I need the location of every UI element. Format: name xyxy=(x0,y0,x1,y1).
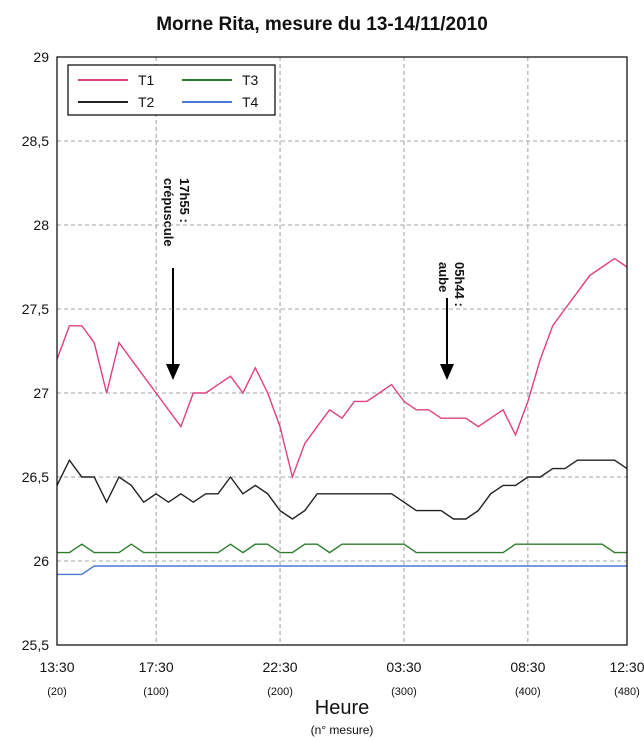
x-tick-sublabel: (480) xyxy=(614,686,640,698)
annotation-text: aube xyxy=(436,262,451,292)
x-tick-label: 13:30 xyxy=(39,659,74,675)
legend-label: T4 xyxy=(242,94,259,110)
annotation-text: 17h55 : xyxy=(177,178,192,223)
data-line xyxy=(57,565,627,576)
y-tick-label: 27,5 xyxy=(22,301,49,317)
legend-box xyxy=(67,64,276,116)
y-tick-label: 29 xyxy=(33,49,49,65)
plot-frame xyxy=(56,56,628,646)
x-tick-sublabel: (20) xyxy=(47,686,67,698)
legend-label: T1 xyxy=(138,72,155,88)
y-tick-label: 28,5 xyxy=(22,133,49,149)
x-tick-label: 22:30 xyxy=(263,659,298,675)
data-line xyxy=(56,458,628,520)
annotation-arrowhead xyxy=(440,364,454,380)
y-tick-label: 28 xyxy=(33,217,49,233)
x-tick-sublabel: (400) xyxy=(515,686,541,698)
x-axis-subtitle: (n° mesure) xyxy=(311,723,374,737)
x-axis-title: Heure xyxy=(315,697,369,719)
y-tick-label: 25,5 xyxy=(22,637,49,653)
x-tick-label: 08:30 xyxy=(510,659,545,675)
y-tick-label: 26 xyxy=(33,553,49,569)
y-tick-label: 27 xyxy=(33,385,49,401)
annotation-text: crépuscule xyxy=(161,178,176,247)
data-line xyxy=(57,543,627,554)
data-line xyxy=(56,257,628,480)
y-tick-label: 26,5 xyxy=(22,469,49,485)
chart-title: Morne Rita, mesure du 13-14/11/2010 xyxy=(156,14,488,35)
annotation-arrowhead xyxy=(166,364,180,380)
legend-label: T3 xyxy=(242,72,259,88)
annotation-text: 05h44 : xyxy=(452,262,467,307)
x-tick-label: 03:30 xyxy=(386,659,421,675)
legend-label: T2 xyxy=(138,94,155,110)
annotation: 17h55 : crépuscule 05h44 : aube xyxy=(161,178,467,380)
x-tick-label: 17:30 xyxy=(139,659,174,675)
x-tick-sublabel: (200) xyxy=(267,686,293,698)
x-tick-sublabel: (300) xyxy=(391,686,417,698)
x-tick-sublabel: (100) xyxy=(143,686,169,698)
x-tick-label: 12:30 xyxy=(609,659,644,675)
